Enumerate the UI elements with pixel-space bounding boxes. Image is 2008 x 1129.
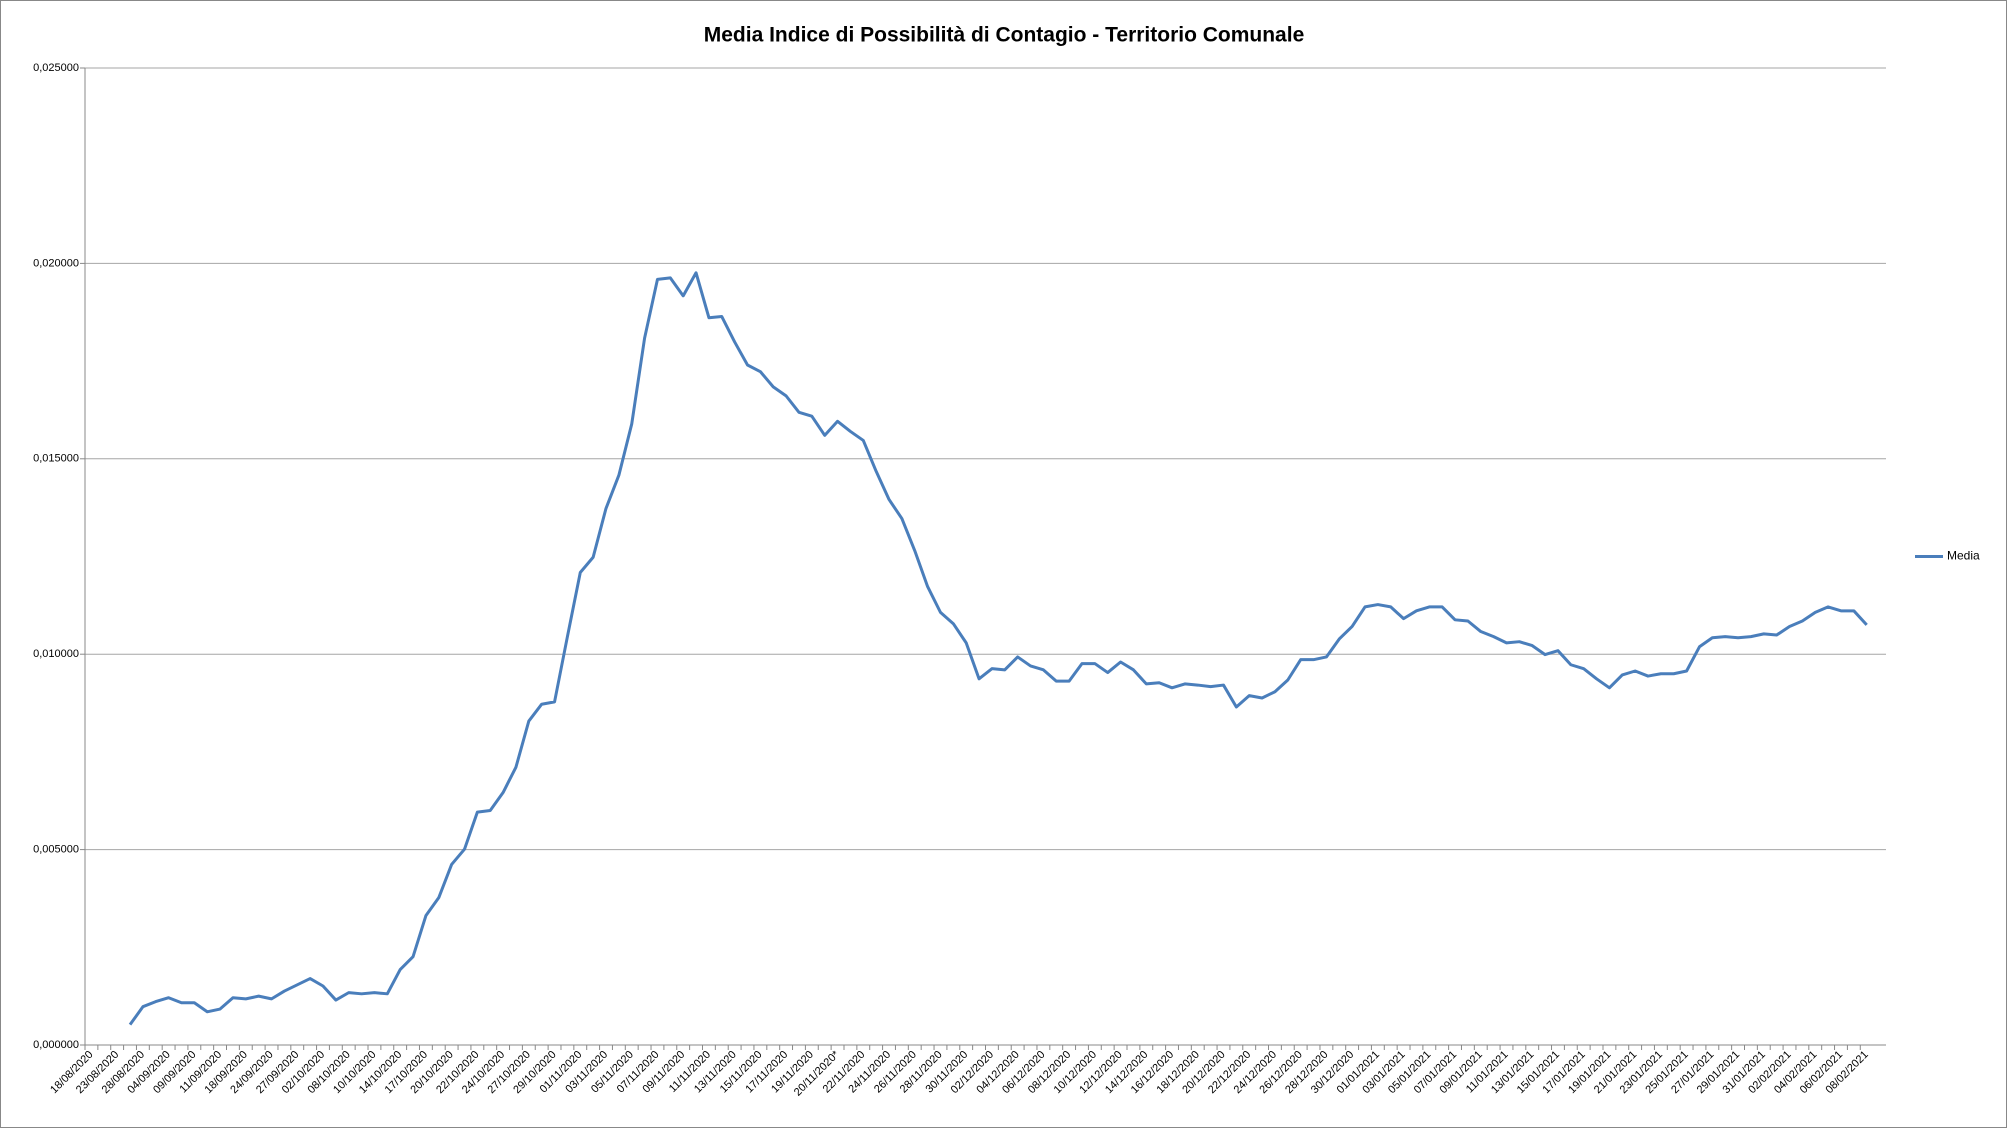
data-line [128,271,1868,1026]
y-tick-label: 0,020000 [33,257,79,269]
y-tick-label: 0,005000 [33,844,79,856]
chart-title: Media Indice di Possibilità di Contagio … [704,24,1305,47]
y-tick-label: 0,010000 [33,648,79,660]
y-tick-label: 0,025000 [33,62,79,74]
y-tick-label: 0,000000 [33,1039,79,1051]
legend-label: Media [1947,549,1980,563]
y-tick-label: 0,015000 [33,453,79,465]
